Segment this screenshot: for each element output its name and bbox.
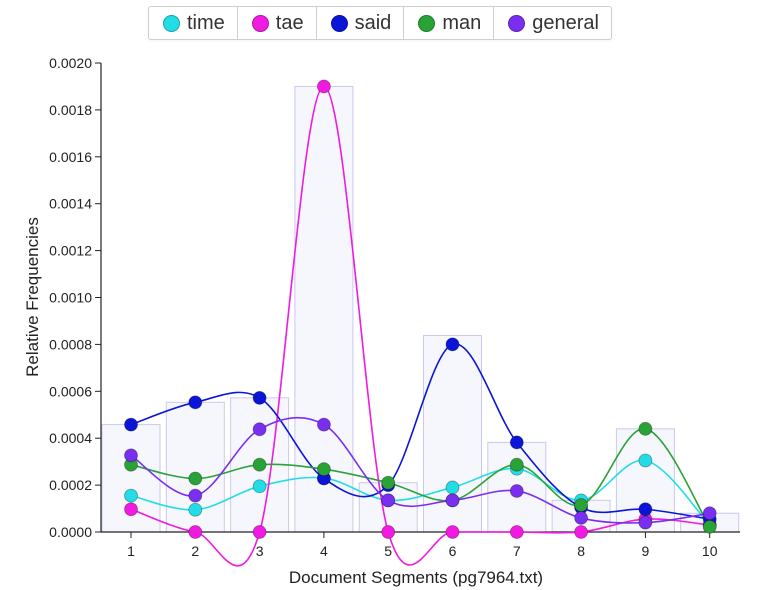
series-line-said [130,343,710,520]
legend-item-man[interactable]: man [404,7,495,39]
series-line-time [130,459,711,526]
data-point-man[interactable] [252,457,267,472]
data-point-man[interactable] [638,421,653,436]
data-point-tae[interactable] [316,79,331,94]
data-point-man[interactable] [316,462,331,477]
data-point-general[interactable] [574,511,588,525]
data-point-time[interactable] [188,502,203,517]
legend-label: said [354,11,392,34]
data-point-man[interactable] [574,498,588,512]
legend-swatch [330,14,348,32]
data-point-general[interactable] [252,422,267,437]
x-tick-label: 3 [256,543,264,559]
data-point-said[interactable] [188,395,203,410]
y-tick-label: 0.0006 [49,383,92,399]
y-tick-label: 0.0002 [49,477,92,493]
y-tick-label: 0.0014 [49,196,92,212]
y-tick-label: 0.0004 [49,430,92,446]
x-tick-label: 4 [320,543,328,559]
data-point-general[interactable] [316,417,331,432]
y-tick-label: 0.0020 [49,55,92,71]
x-tick-label: 2 [191,543,199,559]
legend-item-time[interactable]: time [149,7,238,39]
data-point-time[interactable] [124,488,138,503]
x-tick-label: 1 [127,543,135,559]
data-point-said[interactable] [509,435,524,450]
data-point-time[interactable] [638,453,653,468]
y-tick-label: 0.0016 [49,149,92,165]
y-axis-title: Relative Frequencies [23,217,42,377]
data-point-tae[interactable] [188,525,203,539]
x-axis-title: Document Segments (pg7964.txt) [289,568,543,587]
legend-label: tae [275,11,304,34]
y-tick-label: 0.0000 [49,524,92,540]
legend-swatch [163,14,180,32]
data-point-time[interactable] [445,480,460,495]
y-tick-label: 0.0008 [49,336,92,352]
data-point-man[interactable] [381,475,396,490]
data-point-general[interactable] [509,484,524,498]
data-point-general[interactable] [638,515,653,530]
legend-swatch [251,14,269,32]
data-point-general[interactable] [124,448,138,463]
series-points [124,79,717,539]
legend-item-tae[interactable]: tae [238,7,317,39]
data-point-man[interactable] [702,519,717,534]
data-point-said[interactable] [124,417,138,432]
data-point-time[interactable] [252,479,267,494]
data-point-general[interactable] [445,493,460,508]
legend-item-general[interactable]: general [494,7,611,39]
axes: 0.0000 0.0002 0.0004 0.0006 0.0008 0.0010 0.00… [49,55,740,559]
data-point-said[interactable] [252,390,267,405]
data-point-said[interactable] [445,337,460,352]
x-tick-label: 9 [642,543,650,559]
y-tick-label: 0.0012 [49,243,92,259]
data-point-general[interactable] [702,506,717,521]
x-tick-label: 10 [702,543,718,559]
data-point-general[interactable] [188,488,203,503]
x-tick-label: 7 [513,543,521,559]
legend-swatch [508,14,526,32]
x-tick-label: 8 [577,543,585,559]
x-tick-label: 6 [449,543,457,559]
data-point-general[interactable] [381,493,396,508]
y-tick-label: 0.0010 [49,290,92,306]
series-line-general [130,416,710,524]
data-point-man[interactable] [188,471,203,486]
legend-label: man [442,11,482,34]
x-tick-label: 5 [384,543,392,559]
data-point-tae[interactable] [574,525,588,539]
data-point-man[interactable] [509,457,524,472]
y-tick-label: 0.0018 [49,102,92,118]
data-point-said[interactable] [638,502,653,517]
data-point-tae[interactable] [252,525,267,539]
data-point-tae[interactable] [124,502,138,517]
legend: time tae said man general [148,6,612,40]
legend-item-said[interactable]: said [317,7,405,39]
data-point-tae[interactable] [445,525,460,539]
legend-swatch [418,14,436,32]
legend-label: general [532,11,599,34]
data-point-tae[interactable] [381,525,396,539]
data-point-tae[interactable] [509,525,524,539]
legend-label: time [187,11,225,34]
